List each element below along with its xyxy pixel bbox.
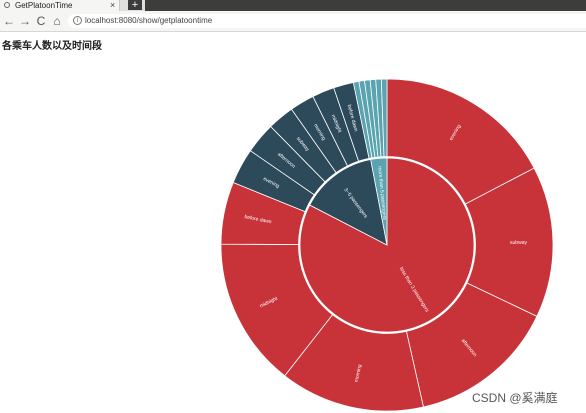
reload-icon[interactable]: C xyxy=(36,14,46,28)
outer-segment-label: morning xyxy=(354,364,364,383)
page-title: 各乘车人数以及时间段 xyxy=(2,41,102,52)
address-bar[interactable]: i localhost:8080/show/getplatoontime xyxy=(68,14,586,28)
inner-segment-label: more than 5 passengers xyxy=(376,166,387,221)
new-tab-button[interactable]: + xyxy=(128,0,142,11)
watermark: CSDN @奚满庭 xyxy=(472,391,558,405)
outer-segment-label: subway xyxy=(510,240,528,246)
outer-ring: eveningsubwayafternoonmorningmidnightbef… xyxy=(220,78,554,412)
inner-segment[interactable] xyxy=(309,159,388,246)
tab-title: GetPlatoonTime xyxy=(15,1,73,10)
browser-tab[interactable]: GetPlatoonTime × xyxy=(0,0,120,11)
back-icon[interactable]: ← xyxy=(3,14,15,28)
home-icon[interactable]: ⌂ xyxy=(53,14,61,28)
outer-segment-label: before dawn xyxy=(244,214,272,225)
url-text[interactable]: localhost:8080/show/getplatoontime xyxy=(85,16,213,25)
browser-tab-bar: GetPlatoonTime × + xyxy=(0,0,586,11)
tab-strip-background xyxy=(145,0,586,11)
info-icon[interactable]: i xyxy=(73,16,82,25)
inner-segment[interactable] xyxy=(370,157,388,246)
browser-toolbar: ← → C ⌂ i localhost:8080/show/getplatoon… xyxy=(0,11,586,32)
forward-icon[interactable]: → xyxy=(19,14,31,28)
close-tab-icon[interactable]: × xyxy=(110,0,116,10)
globe-icon xyxy=(4,2,10,8)
outer-segment[interactable] xyxy=(380,78,388,157)
